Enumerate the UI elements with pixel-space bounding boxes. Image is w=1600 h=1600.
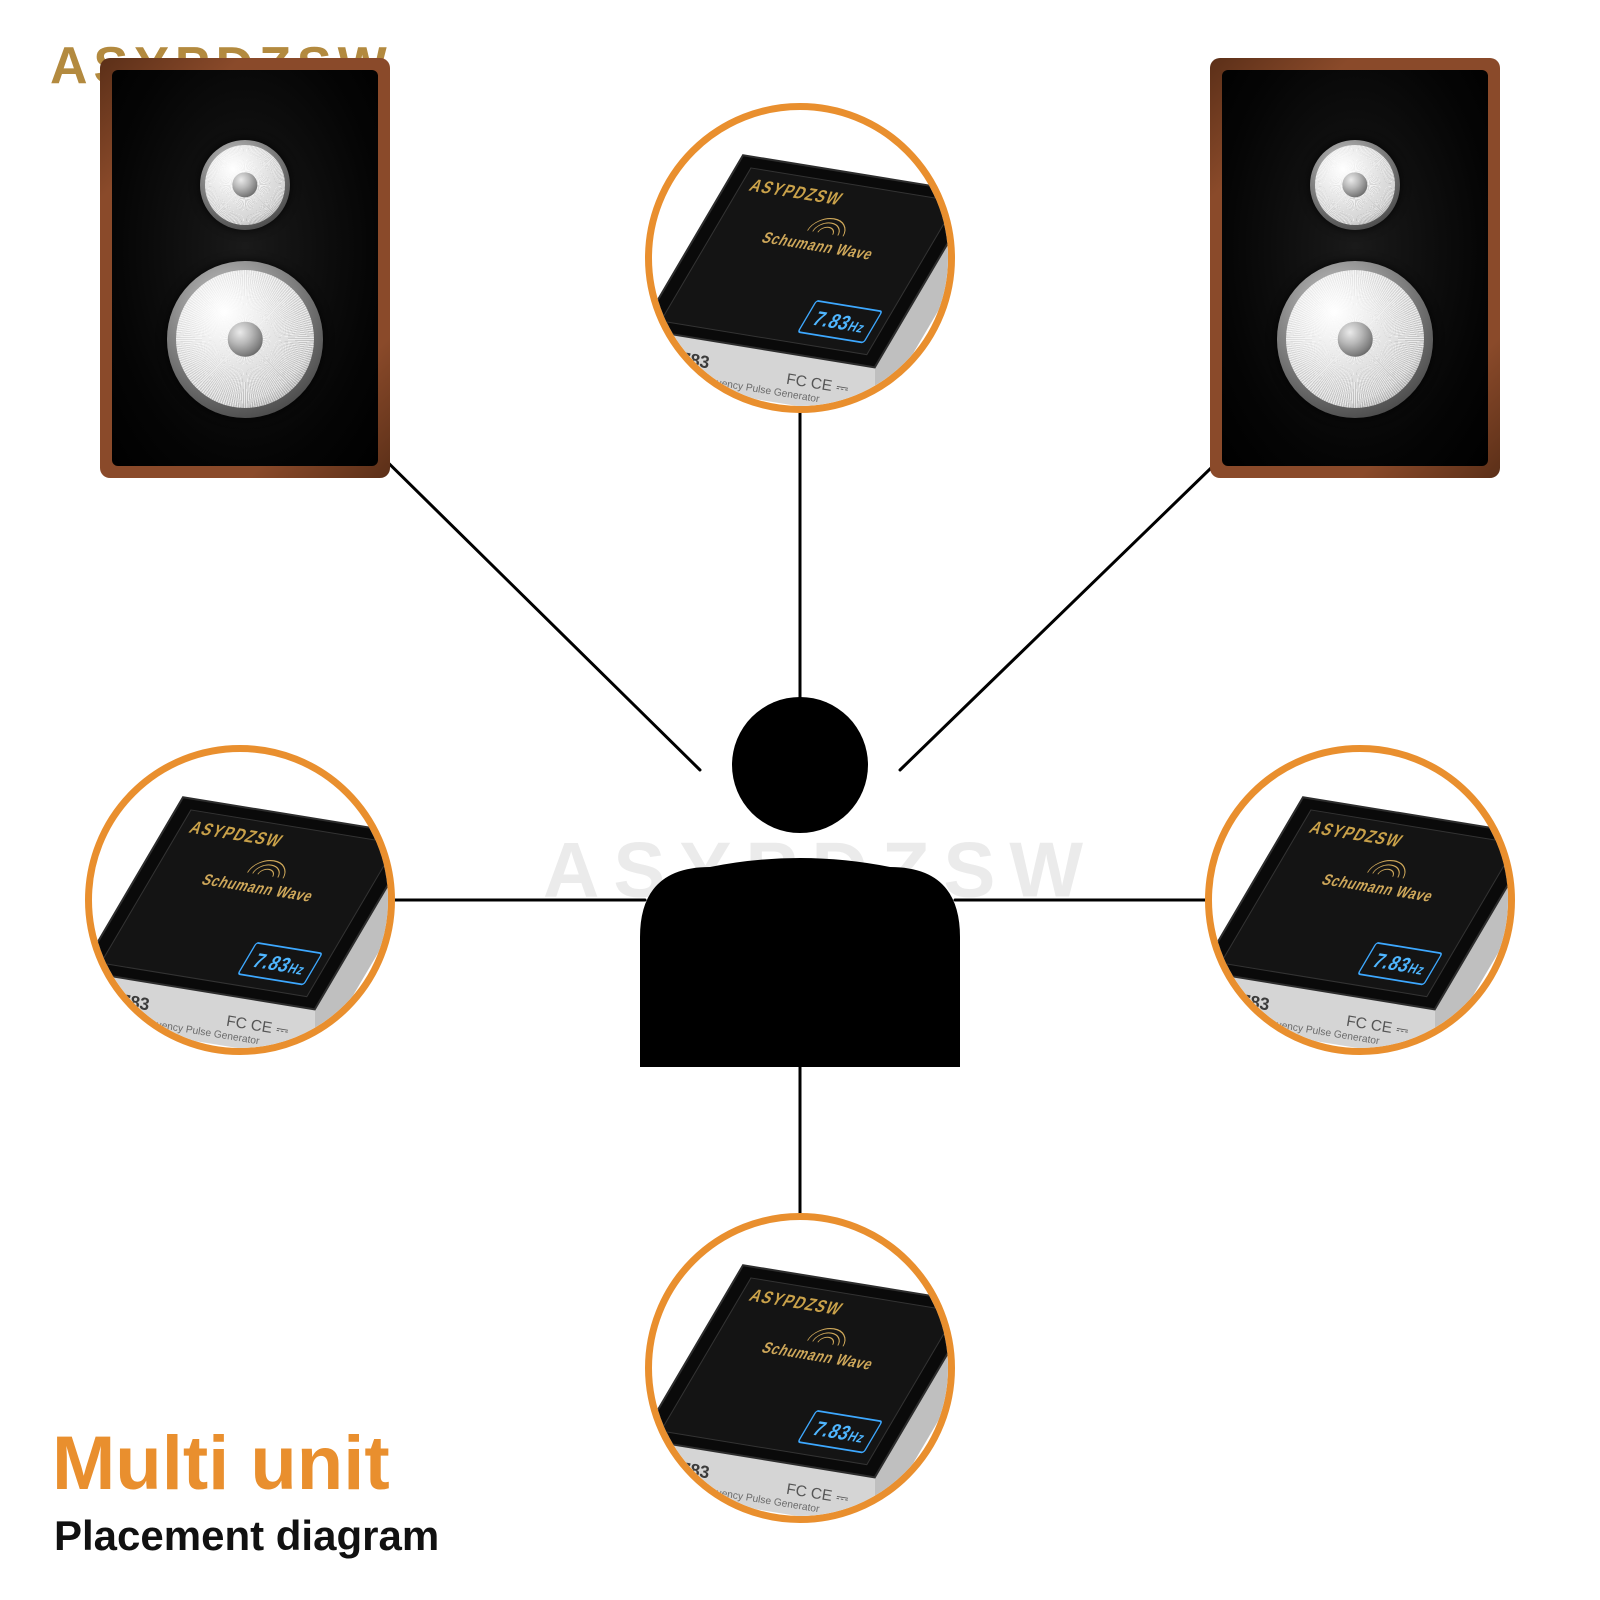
device-node-right: ASYPDZSWSchumann Wave7.83HzSW783Ultra-lo…	[1205, 745, 1515, 1055]
speaker-face	[1222, 70, 1488, 466]
device-illustration: ASYPDZSWSchumann Wave7.83HzSW783Ultra-lo…	[1205, 746, 1515, 1055]
device-node-left: ASYPDZSWSchumann Wave7.83HzSW783Ultra-lo…	[85, 745, 395, 1055]
device-node-bottom: ASYPDZSWSchumann Wave7.83HzSW783Ultra-lo…	[645, 1213, 955, 1523]
tweeter-driver	[200, 140, 290, 230]
title-main: Multi unit	[52, 1420, 390, 1507]
device-illustration: ASYPDZSWSchumann Wave7.83HzSW783Ultra-lo…	[645, 104, 955, 413]
device-node-top: ASYPDZSWSchumann Wave7.83HzSW783Ultra-lo…	[645, 103, 955, 413]
woofer-driver	[167, 261, 324, 418]
diagram-stage: ASYPDZSW ASYPDZSW Multi unit Placement d…	[0, 0, 1600, 1600]
speaker-L	[100, 58, 390, 478]
woofer-driver	[1277, 261, 1434, 418]
title-sub: Placement diagram	[54, 1512, 439, 1560]
listener-icon	[640, 697, 960, 1073]
speaker-R	[1210, 58, 1500, 478]
device-illustration: ASYPDZSWSchumann Wave7.83HzSW783Ultra-lo…	[85, 746, 395, 1055]
device-illustration: ASYPDZSWSchumann Wave7.83HzSW783Ultra-lo…	[645, 1214, 955, 1523]
speaker-face	[112, 70, 378, 466]
tweeter-driver	[1310, 140, 1400, 230]
